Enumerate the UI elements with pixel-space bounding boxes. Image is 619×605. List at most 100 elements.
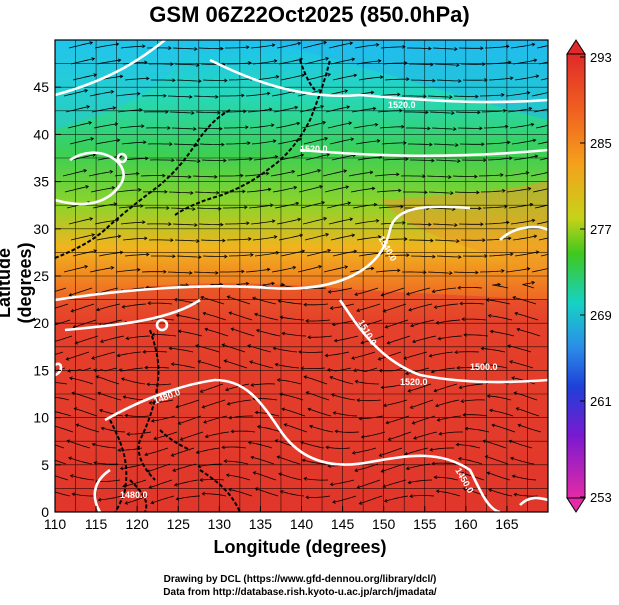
- streamline: [71, 303, 95, 312]
- streamline-arrow: [460, 471, 465, 476]
- streamline: [72, 250, 97, 257]
- streamline: [359, 495, 383, 505]
- streamline-arrow: [485, 298, 490, 302]
- streamline: [509, 361, 534, 369]
- streamline-arrow: [374, 122, 379, 127]
- streamline-arrow: [45, 395, 48, 398]
- streamline: [540, 253, 548, 257]
- streamline: [487, 157, 512, 161]
- streamline-arrow: [168, 222, 172, 226]
- streamline: [70, 475, 95, 481]
- streamline-arrow: [250, 455, 255, 460]
- streamline-arrow: [216, 190, 220, 195]
- streamline-arrow: [479, 126, 483, 131]
- streamline-arrow: [435, 403, 439, 408]
- streamline-arrow: [197, 464, 202, 469]
- streamline-arrow: [43, 381, 46, 384]
- streamline-arrow: [295, 201, 300, 206]
- streamline: [453, 95, 478, 97]
- streamline-arrow: [387, 437, 392, 441]
- streamline-arrow: [224, 254, 228, 259]
- streamline: [384, 495, 409, 502]
- streamline-arrow: [482, 362, 487, 367]
- streamline: [533, 108, 548, 113]
- streamline-arrow: [317, 169, 322, 173]
- streamline-arrow: [67, 368, 71, 373]
- streamline: [438, 335, 463, 340]
- streamline-arrow: [255, 328, 260, 333]
- streamline: [408, 303, 433, 311]
- streamline: [255, 488, 279, 497]
- streamline-arrow: [225, 387, 229, 392]
- streamline: [350, 187, 375, 193]
- streamline-arrow: [144, 365, 148, 370]
- streamline-arrow: [69, 376, 73, 381]
- streamline: [201, 159, 226, 161]
- streamline-arrow: [170, 238, 174, 243]
- streamline-arrow: [376, 139, 381, 143]
- streamline-arrow: [427, 126, 431, 131]
- colorbar: 293 285 277 269 261 253: [566, 39, 612, 513]
- streamline: [273, 347, 298, 353]
- streamline-arrow: [356, 485, 361, 489]
- streamline: [427, 271, 453, 274]
- streamline: [279, 154, 304, 161]
- streamline: [256, 329, 281, 337]
- streamline: [278, 234, 303, 241]
- streamline-arrow: [119, 466, 124, 471]
- y-tick-label: 15: [33, 362, 49, 378]
- streamline-arrow: [100, 426, 105, 431]
- streamline: [174, 63, 200, 66]
- streamline-arrow: [248, 61, 252, 65]
- streamline-arrow: [203, 419, 207, 424]
- streamline-arrow: [140, 204, 144, 208]
- streamline-arrow: [329, 376, 334, 380]
- streamline-arrow: [279, 392, 283, 397]
- streamline-arrow: [226, 401, 231, 406]
- streamline-arrow: [512, 296, 517, 300]
- streamline-arrow: [241, 269, 245, 274]
- streamline-arrow: [50, 424, 53, 427]
- streamline-arrow: [151, 332, 155, 337]
- streamline: [275, 122, 300, 129]
- streamline-arrow: [534, 154, 539, 159]
- streamline: [167, 95, 193, 98]
- streamline: [463, 334, 489, 337]
- streamline-arrow: [91, 356, 95, 360]
- streamline: [280, 490, 305, 497]
- y-tick-label: 30: [33, 221, 49, 237]
- streamline-arrow: [370, 266, 375, 271]
- y-tick-label: 20: [33, 315, 49, 331]
- streamline: [486, 61, 511, 65]
- streamline: [356, 60, 381, 65]
- streamline: [304, 478, 329, 481]
- streamline-arrow: [197, 159, 201, 163]
- streamline: [194, 191, 219, 194]
- streamline: [530, 171, 548, 177]
- streamline-arrow: [300, 440, 304, 445]
- streamline: [250, 220, 275, 225]
- streamline: [96, 303, 121, 311]
- streamline-arrow: [553, 266, 556, 269]
- streamline: [327, 367, 352, 372]
- streamline: [412, 335, 437, 343]
- x-tick-label: 150: [372, 516, 396, 532]
- streamline-arrow: [116, 138, 121, 143]
- streamline: [300, 201, 325, 209]
- streamline-arrow: [293, 185, 298, 190]
- streamline-arrow: [356, 308, 361, 313]
- streamline: [170, 207, 196, 210]
- streamline-arrow: [111, 186, 116, 190]
- streamline: [303, 303, 329, 306]
- streamline-arrow: [410, 323, 414, 328]
- streamline-arrow: [273, 59, 278, 63]
- streamline-arrow: [533, 58, 538, 63]
- streamline-arrow: [343, 169, 348, 173]
- streamline-arrow: [214, 174, 218, 179]
- streamline: [407, 223, 432, 225]
- streamline-arrow: [453, 127, 457, 131]
- streamline: [512, 296, 537, 305]
- streamline: [377, 110, 402, 113]
- streamline: [387, 335, 411, 344]
